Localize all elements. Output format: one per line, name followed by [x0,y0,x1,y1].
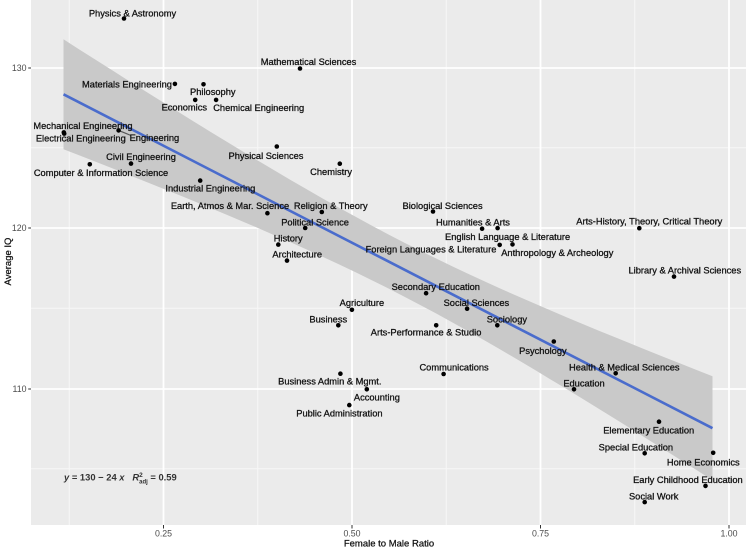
svg-text:Social Sciences: Social Sciences [444,298,510,308]
svg-text:Engineering: Engineering [130,133,180,143]
svg-text:Chemical Engineering: Chemical Engineering [213,103,304,113]
svg-text:Civil Engineering: Civil Engineering [106,152,176,162]
svg-text:Special Education: Special Education [599,443,673,453]
svg-text:Education: Education [563,379,604,389]
svg-text:Political Science: Political Science [281,217,349,227]
svg-text:Industrial Engineering: Industrial Engineering [165,183,255,193]
svg-text:Humanities & Arts: Humanities & Arts [436,217,510,227]
svg-text:Architecture: Architecture [272,249,322,259]
svg-text:Earth, Atmos & Mar. Science: Earth, Atmos & Mar. Science [171,201,289,211]
svg-text:Secondary Education: Secondary Education [392,282,480,292]
svg-text:Female to Male Ratio: Female to Male Ratio [344,539,434,550]
svg-text:Mechanical Engineering: Mechanical Engineering [33,121,132,131]
svg-text:Social Work: Social Work [629,491,679,501]
svg-text:Agriculture: Agriculture [340,298,384,308]
svg-text:Physical Sciences: Physical Sciences [229,151,304,161]
svg-text:Early Childhood Education: Early Childhood Education [633,475,743,485]
svg-text:Materials Engineering: Materials Engineering [82,80,172,90]
svg-text:0.75: 0.75 [532,529,549,539]
svg-text:Philosophy: Philosophy [190,87,236,97]
svg-text:0.50: 0.50 [343,529,360,539]
svg-text:Elementary Education: Elementary Education [603,426,694,436]
svg-text:Religion & Theory: Religion & Theory [294,201,368,211]
svg-text:Arts-History, Theory, Critical: Arts-History, Theory, Critical Theory [576,217,722,227]
svg-text:Communications: Communications [419,362,489,372]
svg-text:130: 130 [12,63,27,73]
svg-text:Home Economics: Home Economics [667,458,740,468]
svg-text:Physics & Astronomy: Physics & Astronomy [89,8,177,18]
svg-text:Accounting: Accounting [354,393,400,403]
svg-text:Mathematical Sciences: Mathematical Sciences [261,57,357,67]
svg-text:History: History [274,234,303,244]
svg-text:Electrical Engineering: Electrical Engineering [36,134,126,144]
svg-text:1.00: 1.00 [720,529,737,539]
svg-text:Biological Sciences: Biological Sciences [403,201,483,211]
svg-text:Library & Archival Sciences: Library & Archival Sciences [628,265,741,275]
svg-text:Anthropology & Archeology: Anthropology & Archeology [501,248,614,258]
svg-text:Business Admin & Mgmt.: Business Admin & Mgmt. [278,376,381,386]
svg-text:Arts-Performance & Studio: Arts-Performance & Studio [371,328,482,338]
svg-text:Business: Business [309,314,347,324]
svg-text:120: 120 [12,223,27,233]
svg-text:Health & Medical Sciences: Health & Medical Sciences [569,363,680,373]
svg-text:Sociology: Sociology [487,314,528,324]
svg-text:Foreign Languages & Literature: Foreign Languages & Literature [366,245,497,255]
svg-text:Psychology: Psychology [519,346,567,356]
svg-text:Computer & Information Science: Computer & Information Science [34,168,168,178]
svg-text:0.25: 0.25 [155,529,172,539]
svg-text:110: 110 [12,384,26,394]
svg-text:English Language & Literature: English Language & Literature [445,232,570,242]
svg-text:Public Administration: Public Administration [296,409,382,419]
svg-text:Chemistry: Chemistry [310,167,352,177]
svg-text:Average IQ: Average IQ [3,238,14,286]
svg-text:Economics: Economics [162,103,208,113]
